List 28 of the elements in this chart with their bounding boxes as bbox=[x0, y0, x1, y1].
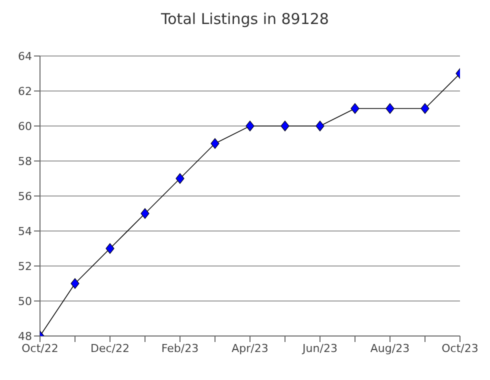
x-tick-label: Oct/23 bbox=[442, 342, 478, 355]
x-tick-label: Apr/23 bbox=[232, 342, 268, 355]
y-tick-label: 48 bbox=[18, 330, 32, 343]
y-tick-label: 58 bbox=[18, 154, 32, 168]
chart-title: Total Listings in 89128 bbox=[160, 9, 330, 30]
point bbox=[106, 243, 114, 254]
point bbox=[386, 103, 394, 114]
y-tick-label: 52 bbox=[18, 260, 32, 273]
point bbox=[316, 120, 324, 132]
y-tick-label: 56 bbox=[18, 190, 32, 203]
point bbox=[280, 120, 290, 132]
point bbox=[210, 138, 220, 149]
x-tick-label: Jun/23 bbox=[302, 342, 338, 355]
y-tick-label: 60 bbox=[18, 120, 32, 133]
y-tick-label: 54 bbox=[18, 224, 32, 238]
x-tick-label: Feb/23 bbox=[161, 342, 199, 355]
point bbox=[176, 173, 184, 184]
x-tick-label: Aug/23 bbox=[370, 342, 410, 355]
x-tick-label: Oct/22 bbox=[22, 342, 58, 355]
point bbox=[420, 103, 430, 114]
point bbox=[140, 208, 150, 219]
y-tick-label: 50 bbox=[18, 294, 32, 308]
point bbox=[246, 120, 254, 132]
x-tick-label: Dec/22 bbox=[90, 342, 130, 355]
y-tick-label: 62 bbox=[18, 84, 32, 98]
point bbox=[350, 103, 360, 114]
y-tick-label: 64 bbox=[18, 50, 32, 63]
point bbox=[70, 278, 80, 289]
